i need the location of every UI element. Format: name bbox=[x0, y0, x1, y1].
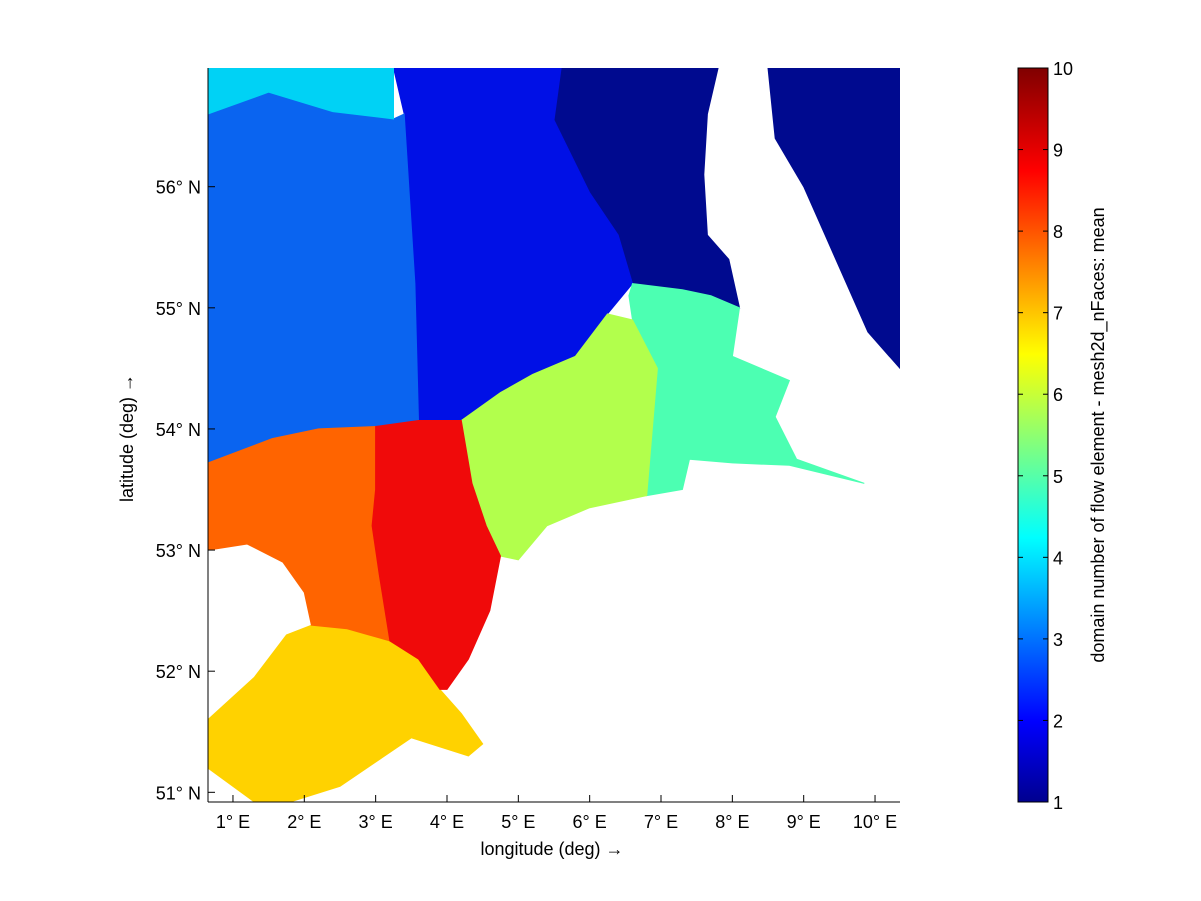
colorbar-ticks: 1 2 3 4 5 6 7 8 9 10 bbox=[1018, 59, 1073, 813]
colorbar-tick-label: 8 bbox=[1053, 222, 1063, 242]
colorbar-tick-label: 1 bbox=[1053, 793, 1063, 813]
x-tick-label: 3° E bbox=[359, 812, 393, 832]
colorbar-tick-label: 7 bbox=[1053, 304, 1063, 324]
x-axis-label: longitude (deg) → bbox=[480, 839, 623, 859]
y-tick-label: 53° N bbox=[156, 541, 201, 561]
domain-region-1 bbox=[767, 68, 900, 370]
y-axis-label: latitude (deg) → bbox=[117, 374, 137, 502]
y-tick-label: 56° N bbox=[156, 178, 201, 198]
domain-region-3 bbox=[208, 91, 420, 464]
colorbar-tick-label: 9 bbox=[1053, 141, 1063, 161]
colorbar-tick-label: 3 bbox=[1053, 630, 1063, 650]
y-tick-label: 54° N bbox=[156, 420, 201, 440]
domain-region-7 bbox=[208, 624, 484, 802]
domain-region-4 bbox=[208, 68, 394, 120]
x-tick-label: 5° E bbox=[501, 812, 535, 832]
y-tick-label: 52° N bbox=[156, 662, 201, 682]
x-tick-label: 1° E bbox=[216, 812, 250, 832]
colorbar-tick-label: 5 bbox=[1053, 467, 1063, 487]
x-tick-label: 4° E bbox=[430, 812, 464, 832]
map-regions bbox=[208, 68, 900, 802]
x-tick-label: 2° E bbox=[287, 812, 321, 832]
colorbar-tick-label: 4 bbox=[1053, 548, 1063, 568]
x-tick-label: 6° E bbox=[573, 812, 607, 832]
y-tick-label: 55° N bbox=[156, 299, 201, 319]
x-axis-ticks: 1° E 2° E 3° E 4° E 5° E 6° E 7° E 8° E 9° E 10° … bbox=[208, 795, 900, 832]
colorbar-label: domain number of flow element - mesh2d_n… bbox=[1088, 207, 1109, 662]
x-tick-label: 10° E bbox=[853, 812, 897, 832]
domain-region-5 bbox=[628, 283, 865, 497]
domain-region-9 bbox=[371, 420, 502, 690]
x-tick-label: 9° E bbox=[787, 812, 821, 832]
x-tick-label: 8° E bbox=[715, 812, 749, 832]
x-tick-label: 7° E bbox=[644, 812, 678, 832]
colorbar-tick-label: 10 bbox=[1053, 59, 1073, 79]
y-axis-ticks: 51° N 52° N 53° N 54° N 55° N 56° N bbox=[156, 68, 215, 803]
colorbar-tick-label: 2 bbox=[1053, 711, 1063, 731]
y-tick-label: 51° N bbox=[156, 783, 201, 803]
colorbar bbox=[1017, 67, 1049, 803]
colorbar-tick-label: 6 bbox=[1053, 385, 1063, 405]
domain-region-8 bbox=[208, 425, 391, 642]
